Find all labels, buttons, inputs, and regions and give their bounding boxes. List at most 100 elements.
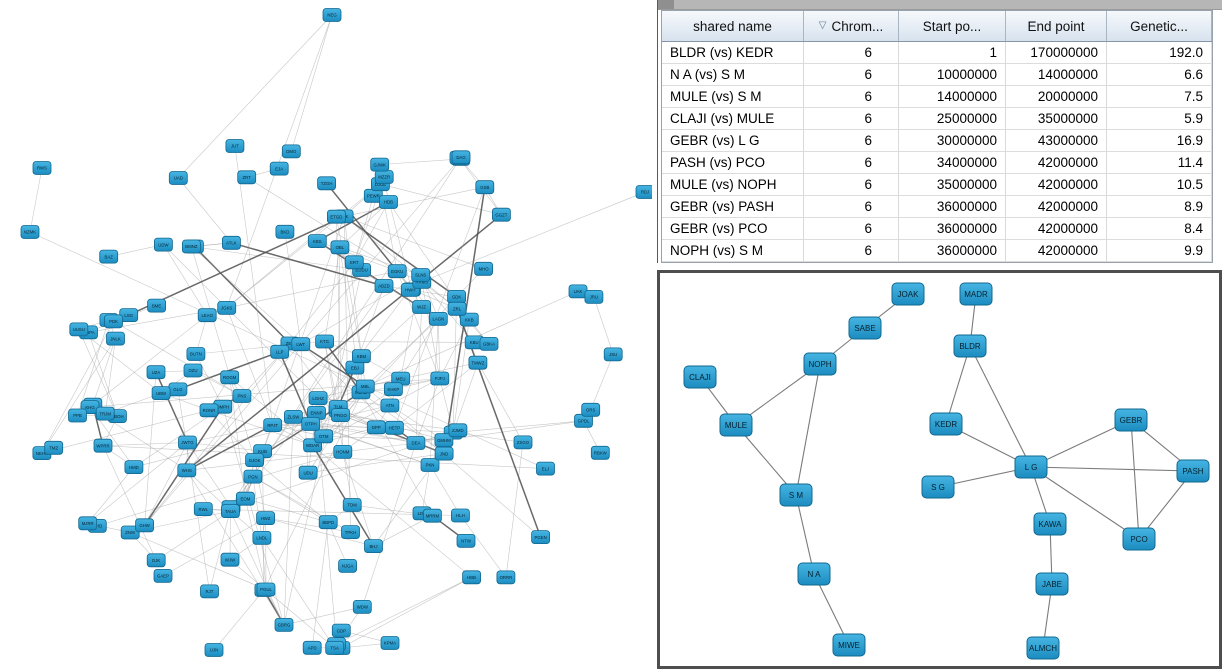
network-edge[interactable] [324, 341, 353, 506]
network-node[interactable]: TDM [342, 498, 362, 512]
network-edge[interactable] [41, 406, 223, 454]
network-edge[interactable] [187, 442, 232, 508]
table-cell[interactable]: 25000000 [899, 108, 1006, 130]
network-edge[interactable] [354, 195, 374, 263]
network-node[interactable]: GHW [135, 518, 155, 533]
filter-icon[interactable]: ▽ [818, 20, 827, 31]
network-node[interactable]: JND [434, 446, 454, 461]
table-cell[interactable]: 6 [804, 130, 899, 152]
network-edge[interactable] [344, 186, 485, 217]
table-cell[interactable]: 6 [804, 152, 899, 174]
network-edge[interactable] [327, 522, 348, 567]
network-edge[interactable] [453, 420, 584, 433]
network-edge[interactable] [128, 215, 345, 316]
network-node[interactable]: LLP [270, 344, 290, 359]
subnetwork-edge-lg-pash[interactable] [1030, 466, 1194, 472]
network-edge[interactable] [177, 389, 210, 592]
network-edge[interactable] [429, 318, 439, 466]
network-edge[interactable] [209, 507, 232, 592]
network-edge[interactable] [234, 145, 273, 426]
table-cell[interactable]: 10000000 [899, 64, 1006, 86]
node-mule[interactable]: MULE [719, 413, 753, 437]
scrollbar-thumb[interactable] [658, 0, 674, 9]
node-sabe[interactable]: SABE [848, 316, 882, 340]
network-edge[interactable] [208, 410, 255, 461]
network-node[interactable]: PGN [243, 469, 263, 484]
network-edge[interactable] [324, 341, 339, 408]
network-node[interactable]: NZMK [20, 225, 40, 239]
network-edge[interactable] [195, 353, 224, 407]
table-cell[interactable]: 42000000 [1006, 196, 1107, 218]
network-edge[interactable] [186, 424, 274, 472]
table-row[interactable]: PASH (vs) PCO 6 34000000 42000000 11.4 [662, 152, 1212, 174]
node-madr[interactable]: MADR [959, 282, 993, 306]
network-node[interactable]: TSA [325, 641, 345, 655]
network-node[interactable]: KTG [315, 334, 335, 349]
network-edge[interactable] [324, 341, 475, 343]
network-node[interactable]: MJRR [78, 516, 98, 531]
network-node[interactable]: HWZ [256, 511, 276, 526]
network-node[interactable]: GLG [168, 382, 188, 397]
network-node[interactable]: GBRG [274, 618, 294, 632]
network-node[interactable]: GJOK [245, 453, 265, 468]
network-edge[interactable] [163, 244, 208, 316]
network-node[interactable]: HBB [462, 570, 482, 585]
network-node[interactable]: PKN [420, 458, 440, 472]
node-almch[interactable]: ALMCH [1026, 636, 1060, 660]
network-node[interactable]: UBW [151, 386, 171, 401]
node-miwe[interactable]: MIWE [832, 633, 866, 657]
network-node[interactable]: APD [302, 640, 322, 655]
subnetwork-edge-bldr-kedr[interactable] [945, 345, 971, 425]
network-edge[interactable] [102, 442, 188, 446]
table-top-scrollbar[interactable] [658, 0, 1222, 10]
network-edge[interactable] [360, 392, 433, 516]
network-edge[interactable] [178, 177, 232, 243]
network-node[interactable]: EJA [269, 161, 289, 176]
network-edge[interactable] [41, 338, 116, 454]
network-node[interactable]: BUTN [186, 347, 206, 361]
network-node[interactable]: UDW [153, 237, 173, 252]
network-node[interactable]: TPKH [341, 525, 360, 539]
network-node[interactable]: KPMA [380, 636, 400, 650]
network-node[interactable]: ZRT [237, 170, 257, 185]
network-edge[interactable] [163, 244, 227, 309]
network-edge[interactable] [300, 343, 366, 388]
column-header-genetic[interactable]: Genetic... [1107, 11, 1212, 41]
network-node[interactable]: TMWZ [468, 355, 488, 370]
network-edge[interactable] [311, 444, 375, 547]
column-header-end-point[interactable]: End point [1006, 11, 1107, 41]
network-node[interactable]: MRRM [422, 508, 442, 523]
network-edge[interactable] [394, 187, 486, 428]
network-node[interactable]: TZGH [317, 176, 337, 191]
network-edge[interactable] [162, 517, 266, 577]
table-cell[interactable]: 5.9 [1107, 108, 1212, 130]
network-edge[interactable] [324, 247, 341, 342]
table-cell[interactable]: GEBR (vs) PCO [662, 218, 804, 240]
table-cell[interactable]: 6 [804, 42, 899, 64]
network-node[interactable]: ZRL [447, 301, 467, 316]
network-node[interactable]: MHO [474, 261, 494, 276]
network-node[interactable]: TMZ [44, 440, 64, 455]
table-cell[interactable]: N A (vs) S M [662, 64, 804, 86]
network-edge[interactable] [379, 158, 461, 165]
network-edge[interactable] [300, 274, 421, 345]
network-edge[interactable] [229, 559, 335, 649]
network-edge[interactable] [87, 442, 188, 524]
network-edge[interactable] [252, 476, 329, 523]
network-node[interactable]: NEG [322, 8, 342, 22]
network-node[interactable]: JSU [603, 347, 623, 362]
network-node[interactable]: GBKA [479, 336, 499, 351]
network-node[interactable]: ROGM [220, 370, 240, 385]
network-node[interactable]: DPP [366, 420, 386, 435]
network-edge[interactable] [421, 191, 646, 283]
network-node[interactable]: OZU [183, 363, 203, 378]
network-edge[interactable] [245, 498, 329, 523]
column-header-shared-name[interactable]: shared name [662, 11, 804, 41]
column-header-start-po[interactable]: Start po... [899, 11, 1006, 41]
table-cell[interactable]: 11.4 [1107, 152, 1212, 174]
network-node[interactable]: RWL [193, 502, 213, 517]
network-node[interactable]: OTM [314, 429, 334, 444]
table-row[interactable]: BLDR (vs) KEDR 6 1 170000000 192.0 [662, 42, 1212, 64]
table-cell[interactable]: 6 [804, 218, 899, 240]
subnetwork-edge-bldr-lg[interactable] [969, 345, 1032, 468]
